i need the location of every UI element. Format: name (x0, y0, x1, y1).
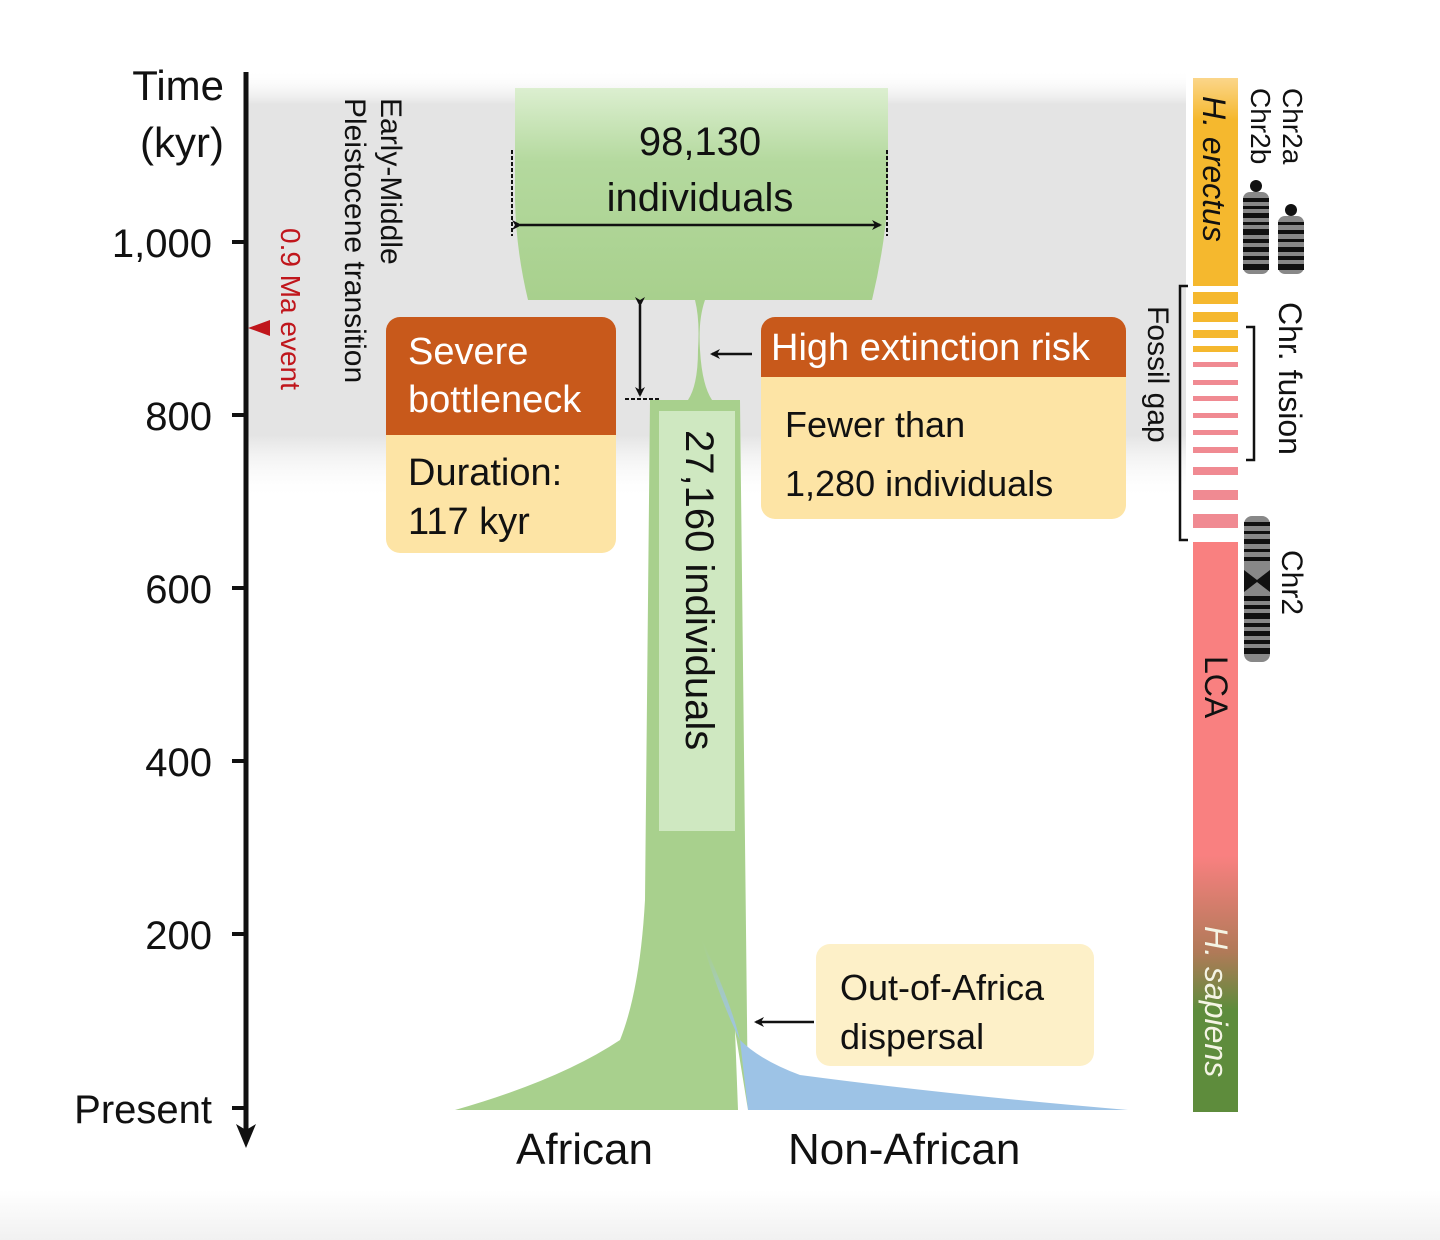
population-neck-shape (688, 300, 712, 400)
bottleneck-title-line2: bottleneck (408, 378, 582, 421)
extinction-risk-line1: Fewer than (785, 404, 966, 445)
bottom-fade (0, 1190, 1440, 1240)
bottleneck-box-header: Severe bottleneck (386, 317, 616, 435)
chr-fusion-bracket (1246, 325, 1256, 462)
h-erectus-label: H. erectus (1196, 96, 1232, 242)
chr2a-label: Chr2a (1277, 88, 1308, 165)
top-population-unit: individuals (606, 176, 794, 220)
tick-label-present: Present (74, 1088, 212, 1132)
axis-title-line2: (kyr) (140, 118, 224, 166)
tick-label-600: 600 (145, 568, 212, 612)
tick-label-800: 800 (145, 395, 212, 439)
top-population-count: 98,130 (638, 120, 762, 164)
tick-label-200: 200 (145, 914, 212, 958)
dispersal-box: Out-of-Africa dispersal (816, 944, 1094, 1066)
chr2a-chromosome-icon (1278, 204, 1304, 274)
bottleneck-duration-value: 117 kyr (408, 501, 530, 544)
axis-arrow-icon (236, 1124, 256, 1148)
extinction-risk-header: High extinction risk (761, 317, 1126, 377)
dispersal-text: Out-of-Africa dispersal (816, 944, 1094, 1061)
lca-label: LCA (1198, 656, 1234, 719)
extinction-risk-line2: 1,280 individuals (785, 463, 1054, 505)
tick-label-1000: 1,000 (111, 222, 212, 266)
middle-population-panel (659, 411, 735, 831)
fossil-gap-bracket (1178, 284, 1188, 542)
h-erectus-bar (1193, 78, 1238, 286)
transition-label-line2: Pleistocene transition (338, 98, 371, 384)
extinction-risk-box: High extinction risk Fewer than 1,280 in… (761, 317, 1126, 519)
chr-fusion-label: Chr. fusion (1272, 302, 1308, 455)
middle-population-label: 27,160 individuals (677, 430, 721, 751)
top-population-label: 98,130 individuals (560, 114, 840, 226)
event-marker-icon (248, 320, 270, 336)
bottleneck-box-body: Duration: 117 kyr (386, 435, 616, 553)
chr2b-label: Chr2b (1245, 88, 1276, 165)
group-label-african: African (516, 1125, 653, 1174)
chr2-label: Chr2 (1275, 550, 1308, 616)
chr2b-chromosome-icon (1243, 180, 1269, 274)
bottleneck-duration-label: Duration: (408, 452, 563, 494)
event-label: 0.9 Ma event (275, 228, 306, 390)
chr2-chromosome-icon (1244, 516, 1270, 662)
lca-sapiens-bar (1193, 542, 1238, 1112)
group-label-non-african: Non-African (788, 1125, 1021, 1174)
axis-title: Time (kyr) (24, 58, 224, 171)
dispersal-line2: dispersal (840, 1015, 985, 1057)
tick-label-400: 400 (145, 741, 212, 785)
h-sapiens-label: H. sapiens (1198, 926, 1234, 1078)
population-top-shape (515, 88, 888, 300)
fossil-gap-label: Fossil gap (1141, 306, 1174, 443)
bottleneck-box: Severe bottleneck Duration: 117 kyr (386, 317, 616, 553)
axis-title-line1: Time (132, 62, 224, 109)
extinction-risk-body: Fewer than 1,280 individuals (761, 377, 1126, 519)
dispersal-line1: Out-of-Africa (840, 967, 1045, 1008)
bottleneck-title-line1: Severe (408, 331, 529, 373)
